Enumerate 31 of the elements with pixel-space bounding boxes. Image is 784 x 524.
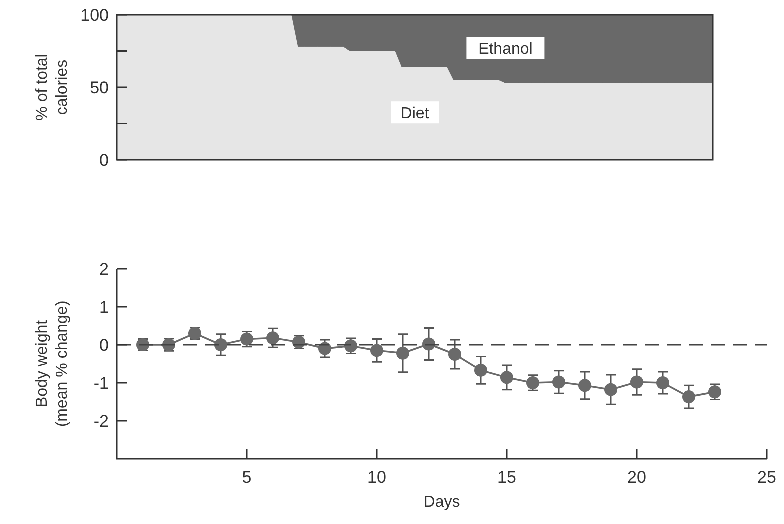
- point: [656, 376, 670, 390]
- series-label: Diet: [400, 106, 430, 123]
- x-tick-label: 20: [628, 468, 646, 487]
- point: [578, 379, 592, 392]
- y-tick-label: 1: [100, 298, 109, 317]
- x-tick-label: 15: [498, 468, 516, 487]
- point: [552, 376, 566, 389]
- y-axis-title: Body weight (mean % change): [34, 300, 71, 428]
- y-tick-label: 0: [100, 336, 109, 355]
- x-tick-label: 10: [368, 468, 386, 487]
- y-tick-label: -2: [94, 412, 109, 431]
- point: [630, 376, 644, 389]
- y-axis-title: % of total calories: [34, 54, 71, 121]
- x-axis-title: Days: [424, 494, 460, 511]
- point: [266, 332, 280, 345]
- y-tick-label: 2: [100, 260, 109, 279]
- y-tick-label: -1: [94, 374, 109, 393]
- y-tick-label: 50: [90, 78, 109, 98]
- point: [604, 383, 618, 396]
- point: [682, 390, 696, 404]
- x-tick-label: 5: [242, 468, 252, 487]
- point: [448, 348, 462, 361]
- y-tick-label: 0: [100, 151, 109, 170]
- point: [370, 344, 384, 358]
- x-tick-label: 25: [758, 468, 776, 487]
- point: [396, 346, 410, 360]
- point: [474, 364, 488, 377]
- series-label: Ethanol: [478, 41, 533, 58]
- point: [214, 338, 228, 352]
- y-tick-label: 100: [80, 6, 109, 25]
- point: [500, 371, 514, 384]
